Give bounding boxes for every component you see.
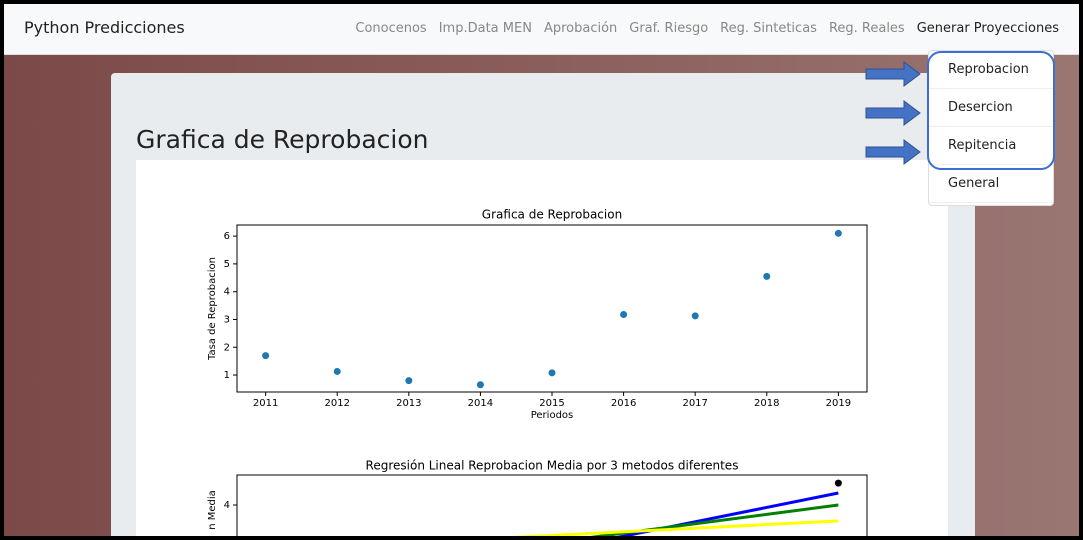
y-tick-label: 4 [224,287,230,298]
plot-frame [236,224,868,393]
data-point [834,229,842,237]
x-tick-label: 2014 [468,398,493,409]
dropdown-item[interactable]: Desercion [929,89,1053,127]
arrow [865,100,921,126]
card: Grafica de Reprobacion Grafica de Reprob… [111,73,975,536]
nav-link[interactable]: Generar Proyecciones [916,21,1059,36]
y-tick-label: 2 [224,342,230,353]
navbar: Python Predicciones Conocenos Imp.Data ME… [4,4,1079,55]
x-tick-label: 2019 [826,398,851,409]
nav-links: Conocenos Imp.Data MEN Aprobación Graf. Rie… [355,21,1059,36]
chart-image: Grafica de Reprobacion 1 2 3 4 5 6 2011 2012 2013… [136,160,948,536]
nav-link[interactable]: Conocenos [355,21,427,36]
nav-link[interactable]: Imp.Data MEN [438,21,532,36]
plot-frame [236,474,868,536]
data-point [691,312,699,320]
data-point [476,381,484,389]
regression-line [616,491,839,536]
highlight-outline [927,51,1055,170]
arrow [865,61,921,87]
x-tick-label: 2018 [754,398,779,409]
x-tick-label: 2017 [682,398,707,409]
data-point [763,272,771,280]
data-point [834,479,842,487]
x-tick-label: 2011 [253,398,278,409]
x-tick-label: 2016 [611,398,636,409]
data-point [548,369,556,377]
regression-line [511,519,839,536]
x-tick-label: 2013 [396,398,421,409]
x-tick-label: 2015 [539,398,564,409]
data-point [405,377,413,385]
nav-link[interactable]: Graf. Riesgo [629,21,709,36]
nav-link[interactable]: Aprobación [543,21,618,36]
y-tick-label: 6 [224,231,230,242]
data-point [620,310,628,318]
chart: Regresión Lineal Reprobacion Media por 3… [207,459,868,536]
dropdown-item[interactable]: Repitencia [929,127,1053,165]
chart-title: Grafica de Reprobacion [482,208,622,222]
x-tick-label: 2012 [325,398,350,409]
y-tick-label: 5 [224,259,230,270]
brand[interactable]: Python Predicciones [24,18,185,37]
dropdown-item[interactable]: General [929,165,1053,203]
y-axis-label: n Media [207,490,218,530]
x-axis-label: Periodos [531,410,574,421]
dropdown-menu: Reprobacion Desercion Repitencia General [928,50,1054,206]
nav-link[interactable]: Reg. Reales [828,21,905,36]
y-tick-label: 3 [224,314,230,325]
data-point [333,367,341,375]
dropdown-item[interactable]: Reprobacion [929,51,1053,89]
y-tick-label: 4 [224,500,230,511]
chart: Grafica de Reprobacion 1 2 3 4 5 6 2011 2012 2013… [207,208,868,421]
arrow [865,139,921,165]
chart-title: Regresión Lineal Reprobacion Media por 3… [366,459,739,473]
y-axis-label: Tasa de Reprobacion [207,257,218,361]
regression-line [590,503,839,536]
nav-link[interactable]: Reg. Sinteticas [720,21,817,36]
data-point [262,352,270,360]
arrows [865,61,921,165]
y-tick-label: 1 [224,370,230,381]
page-heading: Grafica de Reprobacion [136,125,429,154]
